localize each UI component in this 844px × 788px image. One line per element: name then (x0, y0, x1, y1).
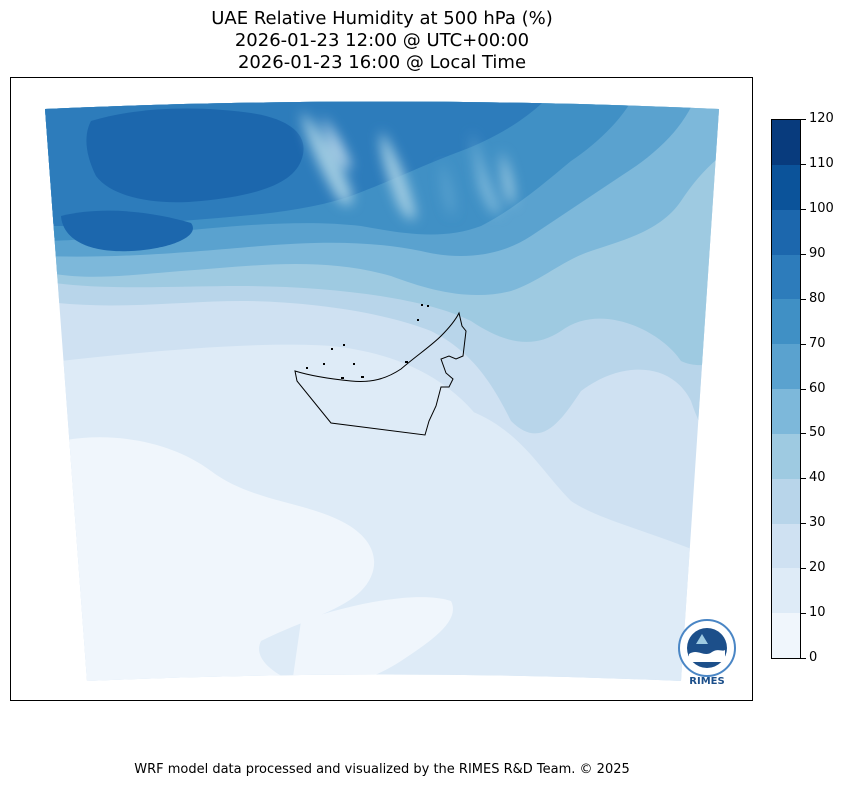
colorbar-tick (801, 433, 806, 435)
colorbar-segment (772, 254, 800, 300)
colorbar-tick-label: 40 (809, 470, 826, 486)
colorbar-segment (772, 164, 800, 210)
colorbar-segment (772, 523, 800, 569)
colorbar-tick (801, 568, 806, 570)
colorbar-tick-label: 10 (809, 605, 826, 621)
colorbar-segment (772, 478, 800, 524)
contour-0-10 (45, 437, 374, 681)
colorbar-segment (772, 568, 800, 614)
colorbar-segment (772, 613, 800, 658)
map-frame (10, 77, 753, 701)
colorbar-segment (772, 344, 800, 389)
colorbar-tick-label: 110 (809, 155, 834, 171)
colorbar-tick (801, 208, 806, 210)
colorbar-tick (801, 253, 806, 255)
colorbar-segment (772, 209, 800, 255)
contour-10-20-east (471, 411, 719, 661)
colorbar-tick-label: 100 (809, 200, 834, 216)
colorbar-tick (801, 163, 806, 165)
colorbar-tick (801, 613, 806, 615)
colorbar-segment (772, 119, 800, 165)
dry-streaks (301, 111, 514, 220)
uae-islands (306, 304, 429, 379)
colorbar-tick (801, 119, 806, 120)
rimes-logo: RIMES (676, 618, 738, 690)
colorbar-tick (801, 388, 806, 390)
colorbar-tick (801, 658, 806, 659)
credit-footer: WRF model data processed and visualized … (134, 762, 630, 777)
contour-90-100-b (61, 210, 193, 252)
colorbar-tick-label: 70 (809, 335, 826, 351)
colorbar-tick-label: 20 (809, 560, 826, 576)
colorbar-tick-label: 80 (809, 290, 826, 306)
map-title: UAE Relative Humidity at 500 hPa (%) (211, 8, 553, 29)
map-subtitle-utc: 2026-01-23 12:00 @ UTC+00:00 (234, 30, 530, 51)
colorbar-tick-label: 50 (809, 425, 826, 441)
contour-90-100 (86, 108, 304, 203)
logo-text: RIMES (689, 676, 725, 687)
map-subtitle-local: 2026-01-23 16:00 @ Local Time (237, 52, 527, 73)
humidity-contours (45, 101, 719, 681)
contour-0-10-south (291, 597, 453, 681)
colorbar-tick-label: 90 (809, 245, 826, 261)
colorbar-tick-label: 30 (809, 515, 826, 531)
colorbar-segment (772, 299, 800, 345)
colorbar-segment (772, 388, 800, 434)
colorbar-tick-label: 0 (809, 650, 818, 665)
colorbar-tick-label: 60 (809, 380, 826, 396)
uae-boundary (294, 311, 467, 436)
colorbar-tick (801, 523, 806, 525)
colorbar-tick-label: 120 (809, 111, 834, 126)
humidity-map (45, 101, 719, 681)
colorbar-tick (801, 478, 806, 480)
colorbar (771, 119, 801, 659)
colorbar-tick (801, 298, 806, 300)
colorbar-tick (801, 343, 806, 345)
colorbar-segment (772, 433, 800, 479)
